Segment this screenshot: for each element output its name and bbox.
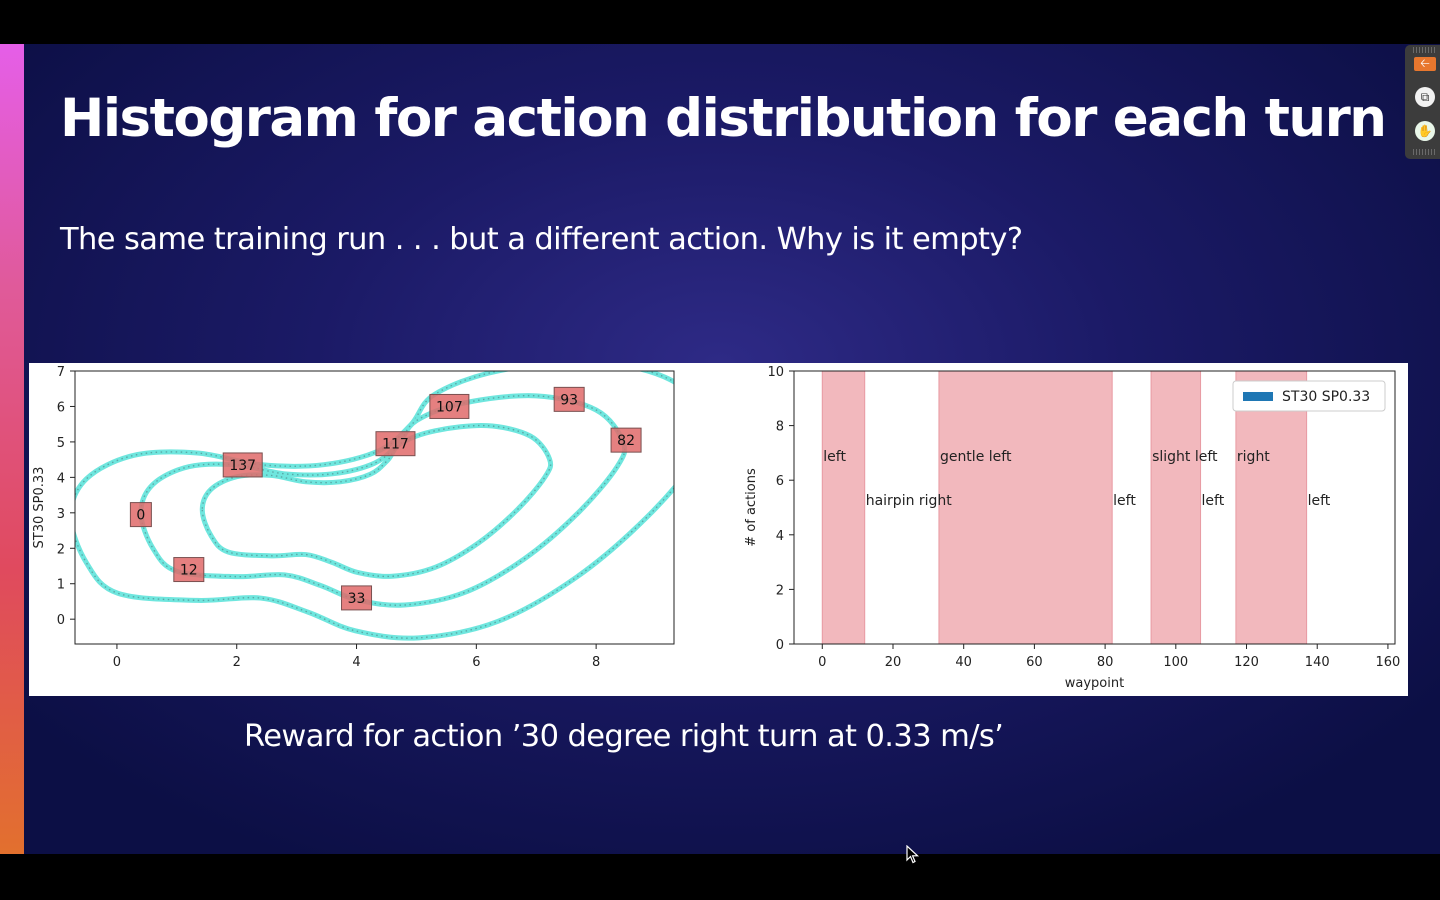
waypoint-label: 137 [229, 458, 256, 474]
legend-label: ST30 SP0.33 [1282, 389, 1370, 405]
y-tick-label: 2 [57, 542, 65, 557]
waypoint-label: 0 [136, 508, 145, 524]
presentation-toolbar: 🡠 ⧉ ✋ [1405, 45, 1440, 159]
waypoint-label: 93 [560, 392, 578, 408]
waypoint-label: 33 [348, 591, 366, 607]
track-inner-border-waypoints [201, 424, 552, 578]
x-tick-label: 0 [818, 655, 826, 670]
waypoint-label: 82 [617, 433, 635, 449]
y-axis-label: # of actions [744, 468, 759, 547]
collapse-arrow-icon[interactable]: 🡠 [1414, 56, 1436, 71]
turn-annotation: left [823, 449, 846, 465]
x-tick-label: 60 [1026, 655, 1043, 670]
y-tick-label: 6 [57, 400, 65, 415]
x-tick-label: 6 [472, 655, 480, 670]
x-tick-label: 20 [885, 655, 902, 670]
y-tick-label: 4 [57, 471, 65, 486]
x-tick-label: 8 [592, 655, 600, 670]
action-histogram: left hairpin right gentle left left slight l… [744, 365, 1401, 691]
turn-annotation: left [1202, 493, 1225, 509]
mouse-cursor-icon [906, 845, 920, 864]
toolbar-grip[interactable] [1413, 47, 1437, 53]
turn-region-band [938, 370, 1113, 645]
copy-icon[interactable]: ⧉ [1414, 87, 1436, 107]
waypoint-box [341, 585, 373, 611]
turn-annotation: slight left [1152, 449, 1218, 465]
x-tick-label: 100 [1163, 655, 1188, 670]
y-tick-label: 4 [776, 529, 784, 544]
accent-bar [0, 44, 24, 854]
turn-annotation: gentle left [940, 449, 1012, 465]
turn-annotation: hairpin right [866, 493, 953, 509]
waypoint-label: 107 [436, 399, 463, 415]
waypoint-box [553, 386, 585, 412]
x-tick-label: 40 [955, 655, 972, 670]
plot-frame [793, 370, 1396, 645]
slide-caption: Reward for action ’30 degree right turn … [244, 719, 1004, 754]
y-tick-label: 1 [57, 578, 65, 593]
slide: Histogram for action distribution for ea… [0, 44, 1440, 854]
turn-annotation: left [1308, 493, 1331, 509]
y-tick-label: 3 [57, 507, 65, 522]
hand-icon[interactable]: ✋ [1414, 121, 1436, 141]
x-tick-label: 120 [1234, 655, 1259, 670]
turn-annotation: right [1237, 449, 1270, 465]
y-tick-label: 6 [776, 474, 784, 489]
toolbar-grip[interactable] [1413, 149, 1437, 155]
waypoint-box [129, 502, 152, 528]
waypoint-box [610, 427, 642, 453]
turn-region-band [1150, 370, 1202, 645]
x-axis-label: waypoint [1065, 676, 1124, 691]
x-tick-label: 4 [352, 655, 360, 670]
x-tick-label: 2 [233, 655, 241, 670]
x-tick-label: 0 [113, 655, 121, 670]
waypoint-box [375, 431, 416, 457]
track-lines [75, 371, 674, 641]
track-outer-border [75, 371, 674, 641]
y-tick-label: 2 [776, 583, 784, 598]
legend-swatch [1243, 392, 1273, 401]
track-outer-border-waypoints [75, 371, 674, 639]
waypoint-label: 117 [382, 437, 409, 453]
x-tick-label: 160 [1376, 655, 1401, 670]
plot-frame [74, 370, 675, 645]
y-tick-label: 5 [57, 436, 65, 451]
y-tick-label: 10 [767, 365, 784, 380]
y-tick-label: 0 [57, 613, 65, 628]
legend-box [1232, 380, 1386, 412]
y-tick-label: 0 [776, 638, 784, 653]
waypoint-box [429, 393, 470, 419]
turn-annotation: left [1113, 493, 1136, 509]
figure-panel: 0 12 33 82 93 107 117 137 0 2 4 6 8 0 1 2 3 4 5 6 7 ST30 SP0.… [29, 363, 1408, 696]
y-tick-label: 7 [57, 365, 65, 380]
waypoint-box [222, 452, 263, 478]
slide-subtitle: The same training run . . . but a differ… [60, 222, 1023, 257]
x-tick-label: 80 [1097, 655, 1114, 670]
waypoint-box [173, 557, 205, 583]
turn-region-band [821, 370, 866, 645]
x-tick-label: 140 [1305, 655, 1330, 670]
waypoint-label: 12 [180, 563, 198, 579]
slide-title: Histogram for action distribution for ea… [60, 88, 1387, 149]
y-tick-label: 8 [776, 420, 784, 435]
turn-region-band [1235, 370, 1308, 645]
y-axis-label: ST30 SP0.33 [32, 467, 47, 549]
track-center-line-waypoints [140, 394, 626, 606]
